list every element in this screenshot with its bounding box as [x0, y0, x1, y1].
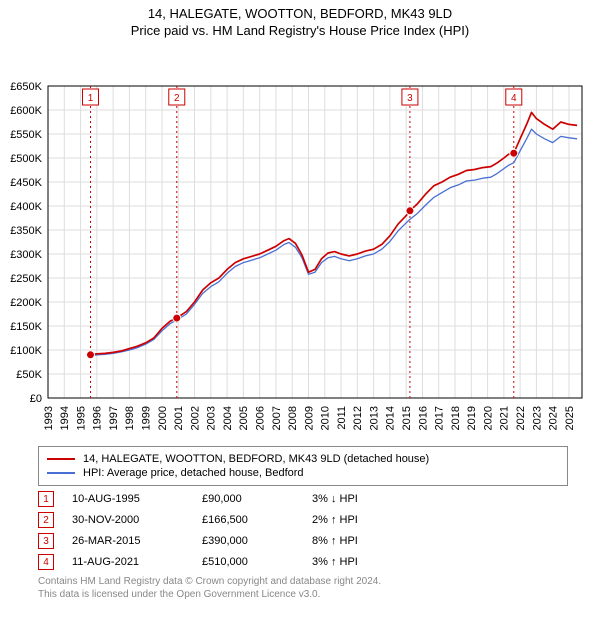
svg-text:2017: 2017: [434, 406, 446, 430]
event-marker: 1: [38, 491, 54, 507]
line-chart: £0 £50K £100K £150K £200K £250K £300K £350K £400…: [0, 40, 600, 440]
legend-swatch-subject: [47, 458, 75, 460]
svg-text:2009: 2009: [303, 406, 315, 430]
svg-text:2015: 2015: [401, 406, 413, 430]
svg-text:£150K: £150K: [10, 321, 42, 333]
svg-text:2019: 2019: [466, 406, 478, 430]
svg-text:£450K: £450K: [10, 177, 42, 189]
footer-attribution: Contains HM Land Registry data © Crown c…: [38, 575, 568, 601]
event-marker: 3: [38, 533, 54, 549]
svg-text:2016: 2016: [417, 406, 429, 430]
svg-text:£400K: £400K: [10, 201, 42, 213]
svg-text:1996: 1996: [92, 406, 104, 430]
svg-text:2022: 2022: [515, 406, 527, 430]
svg-text:1: 1: [88, 93, 94, 104]
chart-title-address: 14, HALEGATE, WOOTTON, BEDFORD, MK43 9LD: [0, 6, 600, 21]
svg-text:2008: 2008: [287, 406, 299, 430]
event-delta: 8% ↑ HPI: [312, 535, 422, 547]
svg-text:2002: 2002: [189, 406, 201, 430]
svg-text:2023: 2023: [531, 406, 543, 430]
event-date: 26-MAR-2015: [72, 535, 202, 547]
svg-text:4: 4: [511, 93, 517, 104]
event-delta: 2% ↑ HPI: [312, 514, 422, 526]
svg-text:£0: £0: [30, 393, 42, 405]
event-price: £510,000: [202, 556, 312, 568]
svg-text:2001: 2001: [173, 406, 185, 430]
svg-text:1993: 1993: [43, 406, 55, 430]
legend-swatch-hpi: [47, 472, 75, 474]
event-marker: 4: [38, 554, 54, 570]
svg-text:2020: 2020: [482, 406, 494, 430]
legend: 14, HALEGATE, WOOTTON, BEDFORD, MK43 9LD…: [38, 446, 568, 486]
svg-text:2021: 2021: [499, 406, 511, 430]
sale-event-row: 2 30-NOV-2000£166,5002% ↑ HPI: [38, 512, 568, 528]
svg-text:2004: 2004: [222, 406, 234, 430]
svg-text:2010: 2010: [320, 406, 332, 430]
svg-text:2014: 2014: [385, 406, 397, 430]
svg-text:2011: 2011: [336, 406, 348, 430]
svg-text:£100K: £100K: [10, 345, 42, 357]
svg-text:2012: 2012: [352, 406, 364, 430]
svg-text:3: 3: [407, 93, 413, 104]
event-price: £90,000: [202, 493, 312, 505]
sale-event-row: 1 10-AUG-1995£90,0003% ↓ HPI: [38, 491, 568, 507]
event-marker: 2: [38, 512, 54, 528]
svg-text:£650K: £650K: [10, 81, 42, 93]
sale-event-row: 3 26-MAR-2015£390,0008% ↑ HPI: [38, 533, 568, 549]
svg-text:1995: 1995: [75, 406, 87, 430]
sale-events-table: 110-AUG-1995£90,0003% ↓ HPI230-NOV-2000£…: [38, 491, 568, 570]
svg-text:£600K: £600K: [10, 105, 42, 117]
svg-text:£50K: £50K: [16, 369, 42, 381]
event-date: 10-AUG-1995: [72, 493, 202, 505]
event-price: £166,500: [202, 514, 312, 526]
chart-subtitle: Price paid vs. HM Land Registry's House …: [0, 23, 600, 38]
svg-text:£500K: £500K: [10, 153, 42, 165]
svg-text:2007: 2007: [271, 406, 283, 430]
legend-label-hpi: HPI: Average price, detached house, Bedf…: [83, 467, 304, 479]
svg-text:£550K: £550K: [10, 129, 42, 141]
svg-text:2013: 2013: [368, 406, 380, 430]
event-price: £390,000: [202, 535, 312, 547]
svg-text:2: 2: [174, 93, 180, 104]
legend-item-subject: 14, HALEGATE, WOOTTON, BEDFORD, MK43 9LD…: [47, 453, 559, 465]
svg-text:£350K: £350K: [10, 225, 42, 237]
footer-line1: Contains HM Land Registry data © Crown c…: [38, 575, 568, 588]
svg-text:£250K: £250K: [10, 273, 42, 285]
svg-text:1998: 1998: [124, 406, 136, 430]
legend-label-subject: 14, HALEGATE, WOOTTON, BEDFORD, MK43 9LD…: [83, 453, 429, 465]
event-delta: 3% ↑ HPI: [312, 556, 422, 568]
chart-area: £0 £50K £100K £150K £200K £250K £300K £350K £400…: [0, 40, 600, 440]
svg-text:2003: 2003: [206, 406, 218, 430]
svg-text:1999: 1999: [141, 406, 153, 430]
svg-text:2025: 2025: [564, 406, 576, 430]
svg-text:2006: 2006: [254, 406, 266, 430]
footer-line2: This data is licensed under the Open Gov…: [38, 588, 568, 601]
event-date: 11-AUG-2021: [72, 556, 202, 568]
svg-text:1997: 1997: [108, 406, 120, 430]
svg-text:£300K: £300K: [10, 249, 42, 261]
svg-text:2018: 2018: [450, 406, 462, 430]
svg-text:2024: 2024: [548, 406, 560, 430]
event-delta: 3% ↓ HPI: [312, 493, 422, 505]
svg-text:£200K: £200K: [10, 297, 42, 309]
legend-item-hpi: HPI: Average price, detached house, Bedf…: [47, 467, 559, 479]
event-date: 30-NOV-2000: [72, 514, 202, 526]
svg-text:2005: 2005: [238, 406, 250, 430]
sale-event-row: 4 11-AUG-2021£510,0003% ↑ HPI: [38, 554, 568, 570]
svg-text:2000: 2000: [157, 406, 169, 430]
svg-text:1994: 1994: [59, 406, 71, 430]
